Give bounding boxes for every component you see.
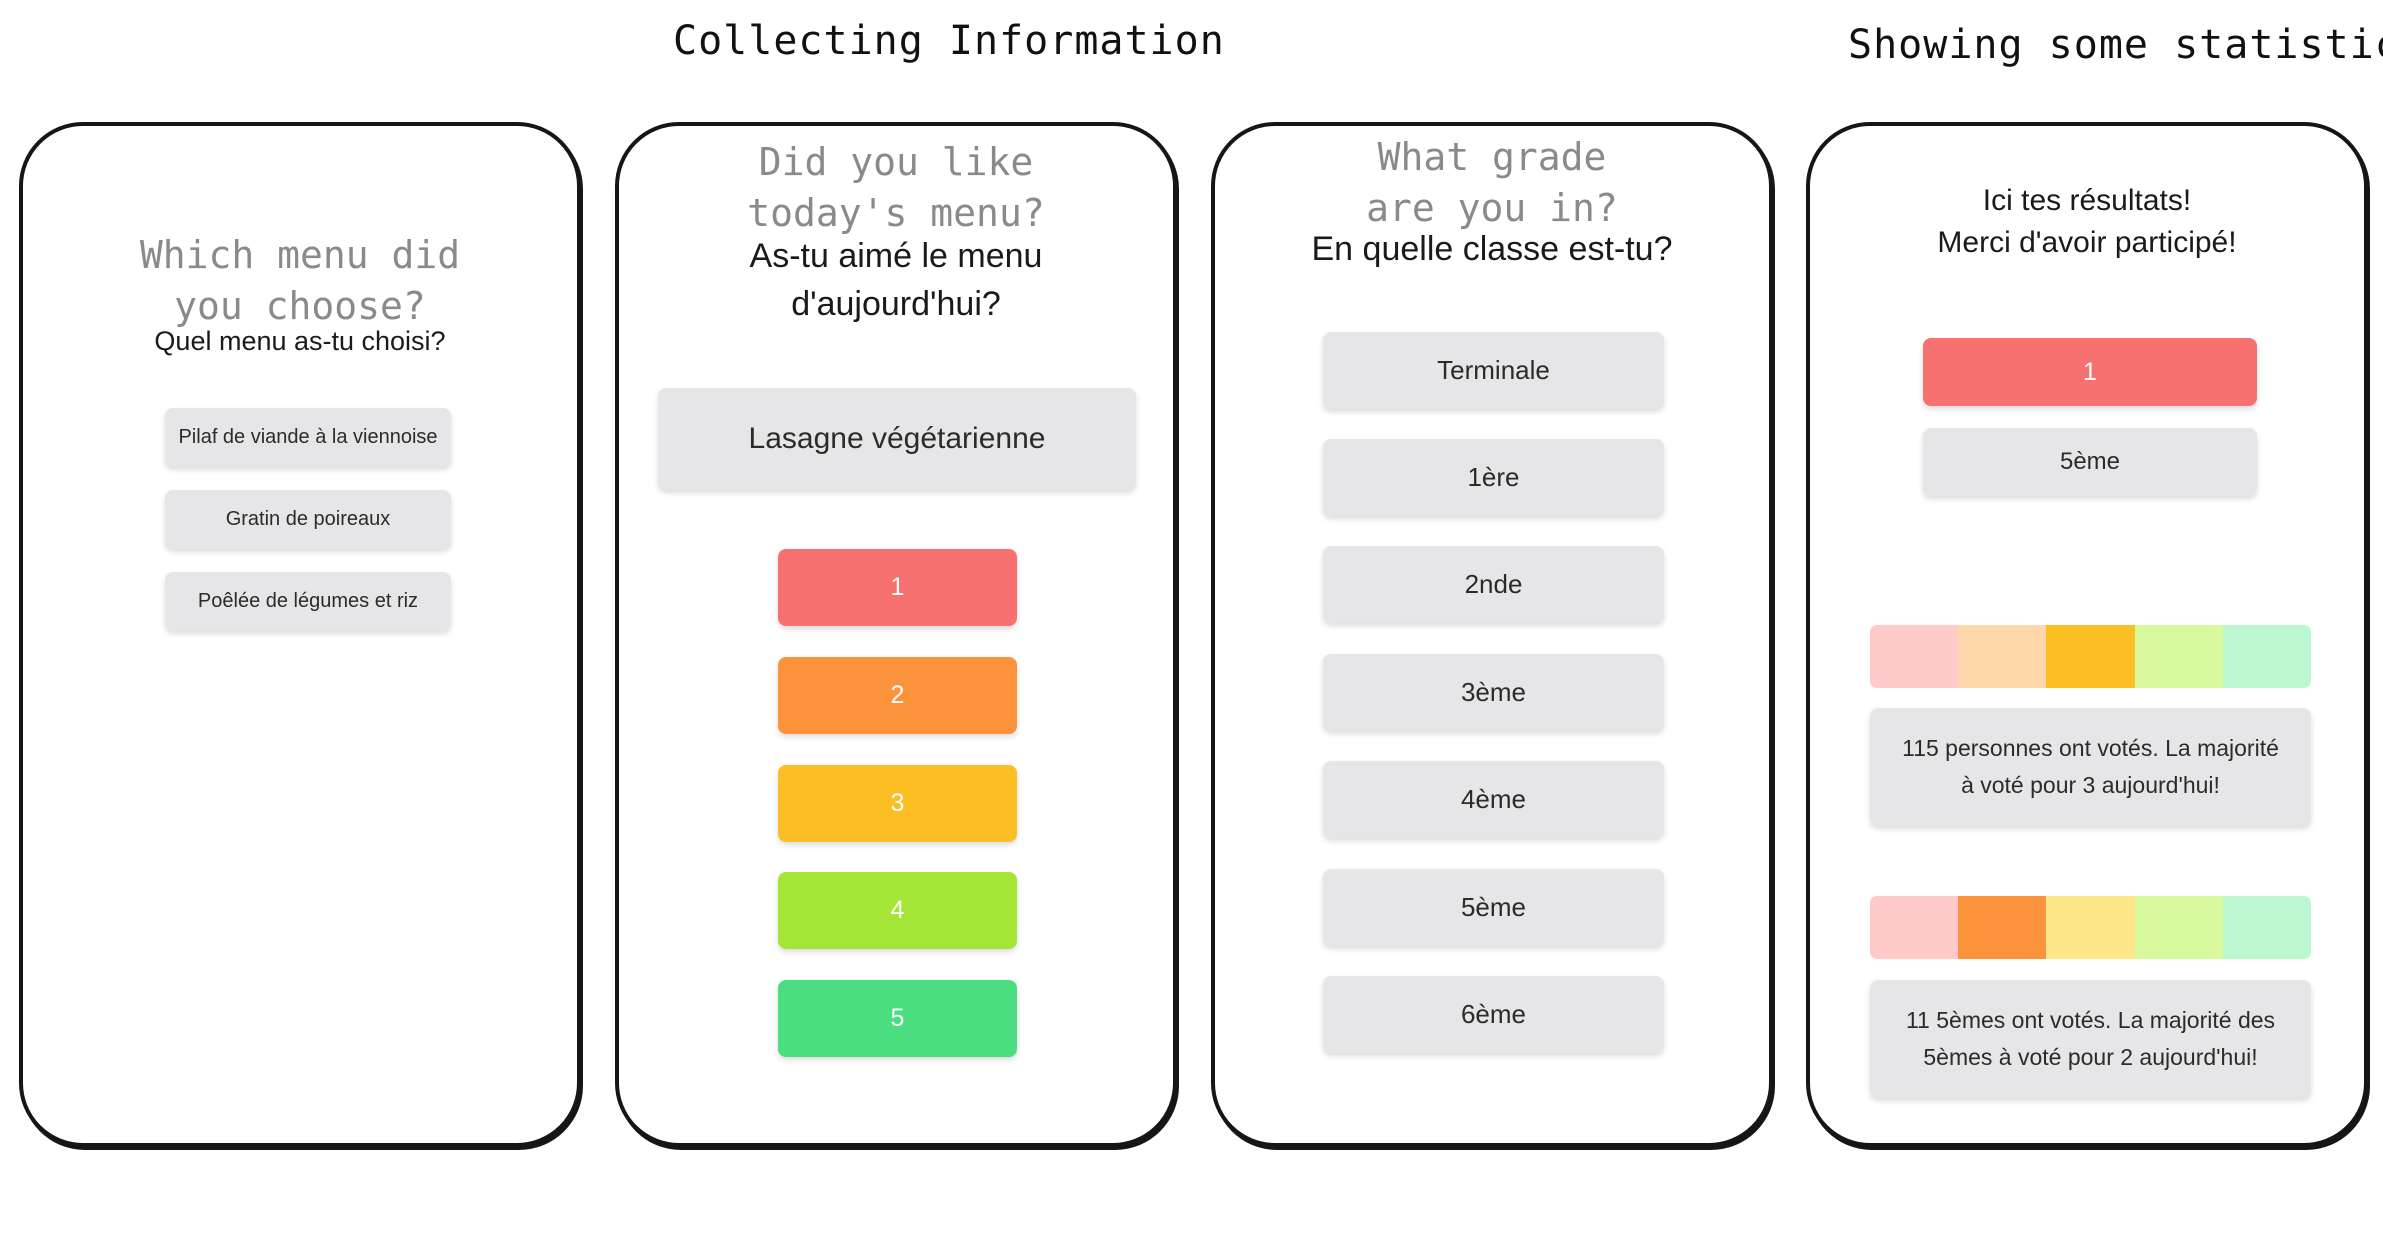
- grade-vote-summary: 11 5èmes ont votés. La majorité des 5ème…: [1870, 980, 2311, 1098]
- distribution-segment: [1958, 896, 2047, 959]
- collecting-information-heading: Collecting Information: [673, 18, 1225, 64]
- menu-rating-sketch-title: Did you like today's menu?: [747, 140, 1045, 235]
- phone-screen-menu-choice: Which menu did you choose? Quel menu as-…: [19, 122, 581, 1147]
- menu-option-button[interactable]: Pilaf de viande à la viennoise: [165, 408, 451, 467]
- grade-button[interactable]: 4ème: [1323, 761, 1664, 838]
- distribution-segment: [2046, 625, 2135, 688]
- overall-vote-summary: 115 personnes ont votés. La majorité à v…: [1870, 708, 2311, 826]
- distribution-segment: [2134, 625, 2223, 688]
- rating-button-2[interactable]: 2: [778, 657, 1017, 734]
- overall-vote-distribution-bar: [1870, 625, 2311, 688]
- distribution-segment: [2222, 625, 2311, 688]
- showing-statistics-heading: Showing some statistics: [1848, 22, 2383, 68]
- distribution-segment: [1958, 625, 2047, 688]
- rating-button-5[interactable]: 5: [778, 980, 1017, 1057]
- menu-choice-sketch-title: Which menu did you choose?: [139, 233, 461, 328]
- results-intro-text: Ici tes résultats! Merci d'avoir partici…: [1937, 184, 2237, 259]
- menu-rating-question: As-tu aimé le menu d'aujourd'hui?: [749, 237, 1043, 323]
- grade-choice-question: En quelle classe est-tu?: [1311, 230, 1673, 268]
- grade-choice-sketch-title: What grade are you in?: [1366, 135, 1618, 230]
- rating-button-1[interactable]: 1: [778, 549, 1017, 626]
- grade-button[interactable]: 3ème: [1323, 654, 1664, 731]
- phone-screen-menu-rating: Did you like today's menu? As-tu aimé le…: [615, 122, 1177, 1147]
- grade-button[interactable]: 5ème: [1323, 869, 1664, 946]
- rating-button-4[interactable]: 4: [778, 872, 1017, 949]
- grade-vote-distribution-bar: [1870, 896, 2311, 959]
- grade-button[interactable]: 2nde: [1323, 546, 1664, 623]
- grade-button[interactable]: Terminale: [1323, 332, 1664, 409]
- grade-button[interactable]: 6ème: [1323, 976, 1664, 1053]
- selected-grade-badge: 5ème: [1923, 428, 2257, 496]
- menu-option-button[interactable]: Poêlée de légumes et riz: [165, 572, 451, 631]
- menu-name-card: Lasagne végétarienne: [658, 388, 1136, 490]
- phone-screen-results: Ici tes résultats! Merci d'avoir partici…: [1806, 122, 2368, 1147]
- rating-button-3[interactable]: 3: [778, 765, 1017, 842]
- menu-choice-question: Quel menu as-tu choisi?: [154, 326, 446, 356]
- grade-button[interactable]: 1ère: [1323, 439, 1664, 516]
- menu-option-button[interactable]: Gratin de poireaux: [165, 490, 451, 549]
- phone-screen-grade-choice: What grade are you in? En quelle classe …: [1211, 122, 1773, 1147]
- selected-rating-badge: 1: [1923, 338, 2257, 406]
- distribution-segment: [2222, 896, 2311, 959]
- distribution-segment: [2134, 896, 2223, 959]
- distribution-segment: [2046, 896, 2135, 959]
- distribution-segment: [1870, 896, 1959, 959]
- distribution-segment: [1870, 625, 1959, 688]
